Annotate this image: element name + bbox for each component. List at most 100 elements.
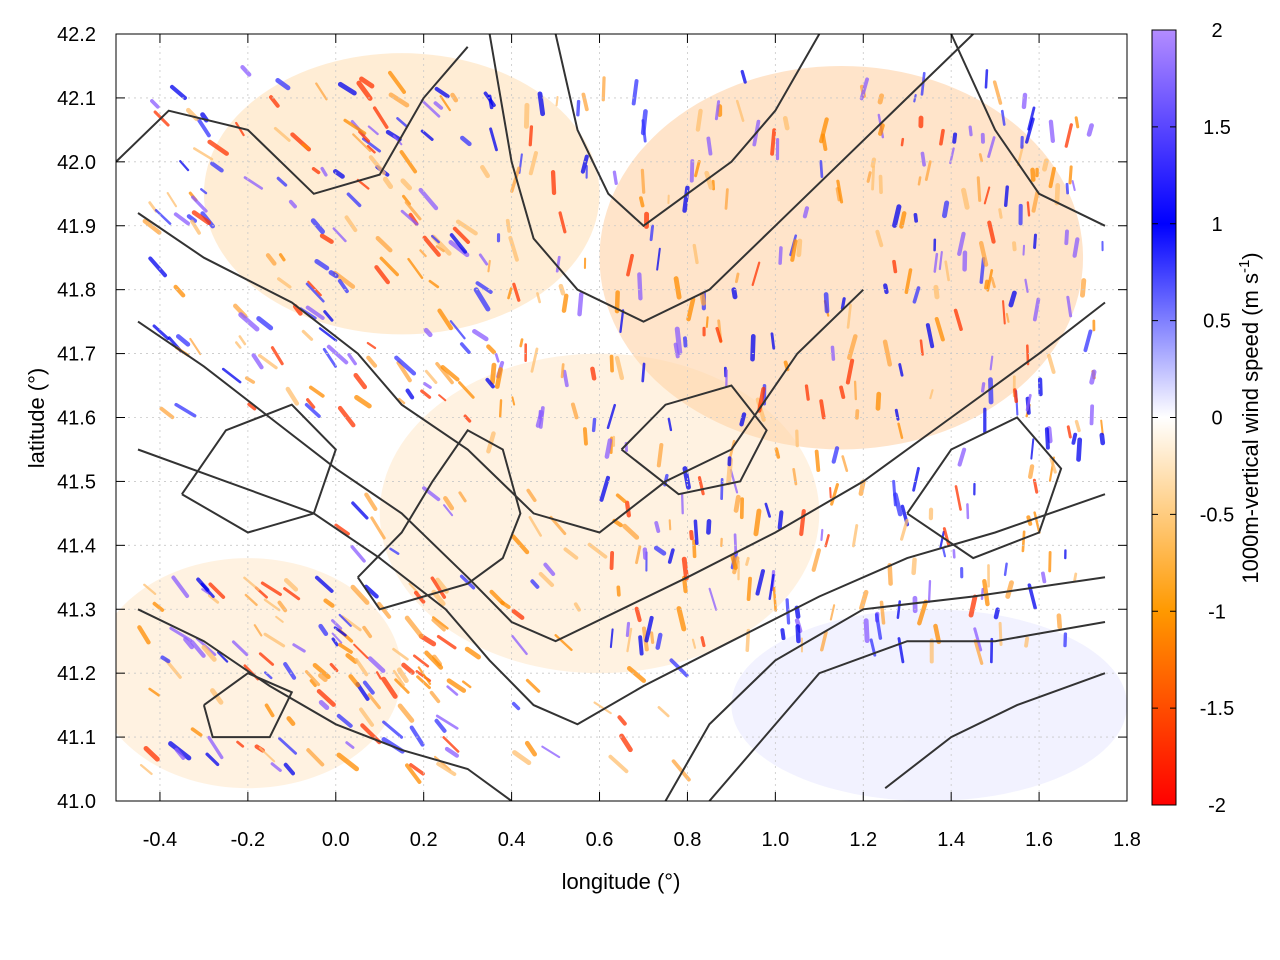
heatmap-streak: [631, 79, 639, 106]
heatmap-streak: [925, 323, 935, 349]
heatmap-streak: [673, 276, 682, 300]
heatmap-streak: [169, 84, 187, 101]
x-tick-label: 1.2: [849, 829, 877, 851]
heatmap-streak: [555, 95, 559, 107]
heatmap-streak: [191, 210, 211, 225]
heatmap-streak: [934, 317, 945, 342]
heatmap-streak: [1049, 456, 1057, 474]
heatmap-streak: [961, 187, 970, 210]
heatmap-streak: [831, 446, 840, 464]
heatmap-streak: [1002, 300, 1006, 325]
heatmap-streak: [405, 388, 415, 400]
heatmap-streak: [692, 243, 699, 265]
heatmap-streak: [265, 253, 277, 266]
heatmap-streak: [987, 136, 996, 158]
heatmap-streak: [338, 613, 352, 627]
heatmap-streak: [251, 353, 264, 370]
heatmap-streak: [459, 574, 476, 590]
heatmap-streak: [706, 136, 713, 156]
heatmap-streak: [1003, 562, 1008, 577]
heatmap-streak: [819, 399, 826, 420]
heatmap-streak: [316, 689, 336, 707]
heatmap-streak: [973, 627, 983, 652]
heatmap-streak: [366, 145, 376, 154]
heatmap-streak: [835, 187, 842, 202]
heatmap-streak: [1024, 278, 1029, 293]
heatmap-streak: [505, 218, 512, 233]
heatmap-streak: [840, 297, 846, 310]
heatmap-streak: [409, 725, 425, 747]
heatmap-streak: [207, 139, 229, 156]
heatmap-streak: [978, 153, 984, 163]
heatmap-streak: [616, 585, 621, 597]
heatmap-streak: [750, 334, 756, 362]
heatmap-streak: [286, 716, 296, 726]
heatmap-streak: [778, 246, 783, 265]
heatmap-streak: [897, 422, 904, 439]
heatmap-streak: [541, 745, 561, 759]
terrain-contour-line: [202, 672, 294, 739]
heatmap-streak: [980, 382, 986, 393]
heatmap-streak: [1048, 119, 1055, 144]
heatmap-streak: [656, 247, 661, 271]
heatmap-streak: [154, 209, 172, 225]
y-tick-label: 41.7: [57, 344, 96, 366]
heatmap-streak: [486, 344, 497, 355]
heatmap-streak: [436, 634, 457, 650]
heatmap-streak: [635, 545, 642, 565]
heatmap-streak: [1071, 180, 1076, 192]
terrain-contour-line: [708, 621, 1106, 801]
heatmap-streak: [734, 272, 740, 284]
heatmap-streak: [409, 763, 425, 776]
heatmap-streak: [159, 406, 175, 420]
heatmap-streak: [878, 123, 885, 136]
heatmap-streak: [301, 329, 314, 341]
heatmap-streak: [323, 310, 334, 322]
heatmap-streak: [626, 253, 634, 277]
heatmap-streak: [480, 164, 490, 179]
heatmap-streak: [333, 626, 347, 637]
heatmap-streak: [912, 466, 920, 492]
heatmap-streak: [667, 417, 673, 432]
heatmap-streak: [438, 394, 447, 402]
heatmap-streak: [475, 281, 493, 294]
heatmap-streak: [405, 763, 422, 784]
heatmap-streak: [1025, 393, 1032, 412]
heatmap-streak: [150, 99, 160, 109]
heatmap-streak: [306, 398, 316, 409]
heatmap-streak: [292, 643, 306, 653]
heatmap-streak: [207, 594, 220, 604]
heatmap-streak: [668, 519, 672, 531]
heatmap-streak: [367, 125, 379, 136]
terrain-contour-line: [116, 46, 469, 195]
heatmap-streak: [452, 226, 471, 244]
colorbar-title-suffix: ): [1238, 252, 1263, 259]
heatmap-streak: [345, 741, 355, 749]
y-tick-label: 41.4: [57, 535, 96, 557]
heatmap-streak: [400, 209, 419, 226]
heatmap-streak: [587, 542, 608, 559]
y-tick-label: 42.1: [57, 88, 96, 110]
heatmap-streak: [319, 233, 334, 244]
heatmap-streak: [875, 229, 884, 248]
x-tick-label: 0.6: [586, 829, 614, 851]
x-tick-label: 1.4: [937, 829, 965, 851]
heatmap-streak: [367, 656, 386, 673]
heatmap-streak: [190, 640, 206, 658]
heatmap-streak: [166, 192, 178, 208]
heatmap-streak: [619, 309, 625, 334]
heatmap-streak: [207, 735, 224, 760]
heatmap-streak: [987, 220, 996, 244]
heatmap-streak: [536, 292, 541, 304]
heatmap-streak: [1013, 388, 1019, 404]
heatmap-streak: [573, 602, 581, 612]
heatmap-streak: [1074, 419, 1081, 433]
heatmap-streak: [582, 427, 588, 446]
heatmap-streak: [288, 199, 297, 209]
heatmap-streak: [446, 678, 467, 693]
heatmap-streak: [1066, 425, 1072, 439]
heatmap-streak: [394, 678, 410, 694]
heatmap-streak: [866, 171, 872, 183]
terrain-contour-line: [488, 34, 974, 323]
heatmap-streak: [478, 253, 489, 266]
